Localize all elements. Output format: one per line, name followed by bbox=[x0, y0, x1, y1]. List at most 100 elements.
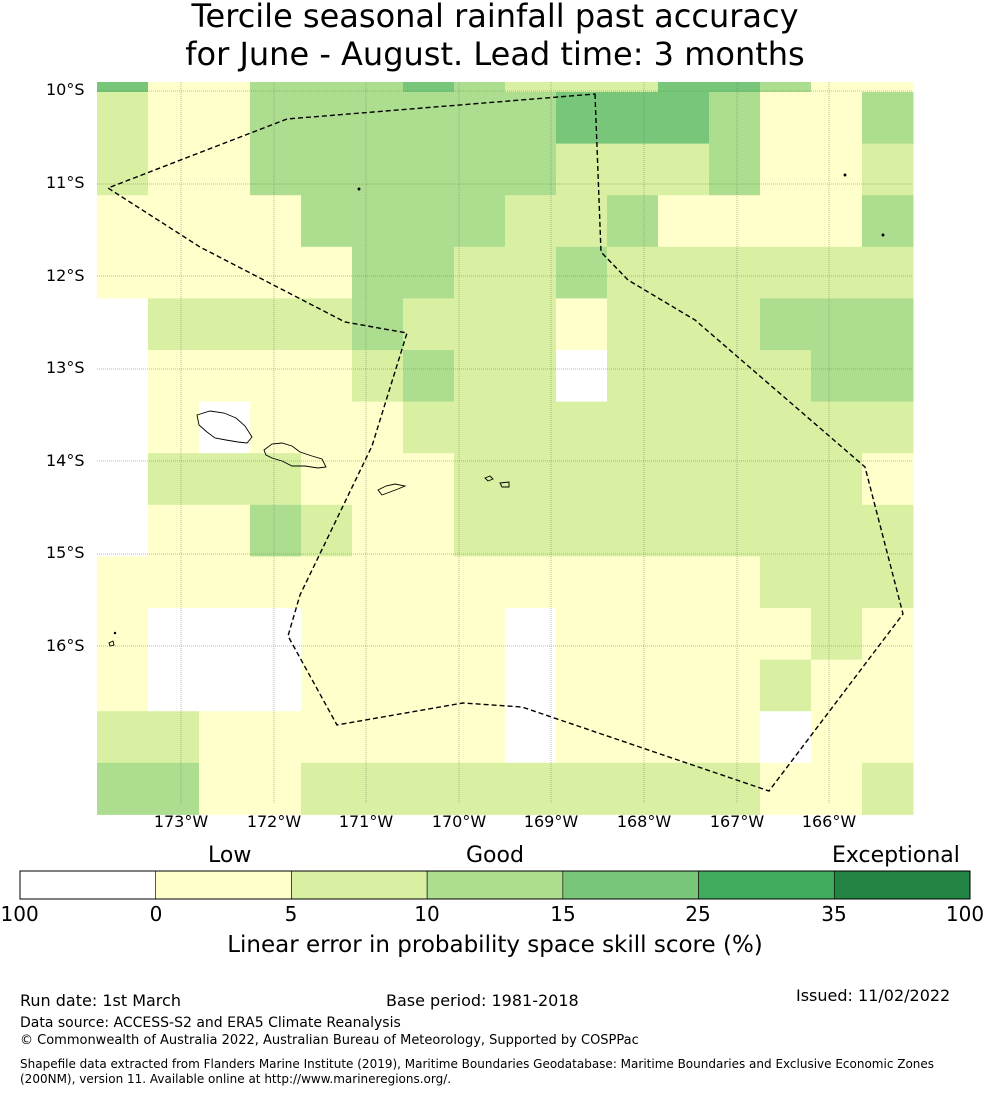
manua-island-2 bbox=[499, 481, 510, 488]
colorbar-bin bbox=[426, 870, 564, 900]
colorbar-bin bbox=[698, 870, 835, 900]
skill-cell bbox=[556, 453, 608, 506]
skill-cell bbox=[301, 350, 353, 403]
skill-cell bbox=[658, 82, 710, 92]
skill-cell bbox=[454, 195, 506, 248]
skill-cell bbox=[556, 82, 608, 92]
skill-cell bbox=[301, 659, 353, 712]
skill-cell bbox=[556, 556, 608, 609]
lat-label: 11°S bbox=[46, 173, 85, 192]
skill-cell bbox=[811, 659, 863, 712]
skill-cell bbox=[301, 453, 353, 506]
skill-cell bbox=[454, 711, 506, 764]
skill-cell bbox=[760, 92, 812, 145]
skill-cell bbox=[250, 608, 302, 661]
skill-cell bbox=[505, 298, 557, 351]
skill-cell bbox=[352, 298, 404, 351]
skill-cell bbox=[148, 350, 200, 403]
skill-cell bbox=[811, 143, 863, 196]
skill-cell bbox=[97, 453, 149, 506]
skill-cell bbox=[607, 401, 659, 454]
skill-cell bbox=[250, 659, 302, 712]
skill-cell bbox=[556, 298, 608, 351]
skill-cell bbox=[403, 453, 455, 506]
colorbar-tick-label: 100 bbox=[945, 902, 985, 926]
skill-cell bbox=[301, 195, 353, 248]
skill-cell bbox=[97, 711, 149, 764]
skill-cell bbox=[607, 298, 659, 351]
skill-cell bbox=[658, 350, 710, 403]
skill-cell bbox=[811, 195, 863, 248]
skill-cell bbox=[658, 711, 710, 764]
skill-cell bbox=[505, 711, 557, 764]
lat-label: 16°S bbox=[46, 636, 85, 655]
skill-cell bbox=[658, 246, 710, 299]
colorbar-tick-label: 15 bbox=[550, 902, 576, 926]
skill-cell bbox=[760, 608, 812, 661]
skill-cell bbox=[97, 556, 149, 609]
skill-cell bbox=[301, 762, 353, 815]
skill-cell bbox=[352, 143, 404, 196]
skill-cell bbox=[658, 195, 710, 248]
skill-cell bbox=[760, 711, 812, 764]
skill-cell bbox=[556, 711, 608, 764]
skill-cell bbox=[148, 711, 200, 764]
colorbar-category-good: Good bbox=[466, 843, 524, 868]
skill-cell bbox=[454, 453, 506, 506]
skill-cell bbox=[709, 143, 761, 196]
lon-label: 167°W bbox=[709, 812, 765, 831]
colorbar-tick-label: -100 bbox=[0, 902, 39, 926]
skill-cell bbox=[454, 298, 506, 351]
skill-cell bbox=[199, 195, 251, 248]
skill-cell bbox=[454, 762, 506, 815]
skill-cell bbox=[658, 608, 710, 661]
colorbar-bin bbox=[833, 870, 971, 900]
skill-cell bbox=[505, 762, 557, 815]
map-title-line-2: for June - August. Lead time: 3 months bbox=[185, 35, 805, 73]
skill-cell bbox=[199, 246, 251, 299]
skill-cell bbox=[556, 401, 608, 454]
skill-cell bbox=[658, 453, 710, 506]
skill-cell bbox=[811, 92, 863, 145]
map-title-line-1: Tercile seasonal rainfall past accuracy bbox=[191, 0, 799, 35]
skill-cell bbox=[607, 608, 659, 661]
skill-cell bbox=[760, 143, 812, 196]
skill-cell bbox=[505, 401, 557, 454]
lat-label: 13°S bbox=[46, 358, 85, 377]
skill-cell bbox=[199, 711, 251, 764]
eez-boundary bbox=[106, 93, 904, 792]
skill-cell bbox=[505, 246, 557, 299]
skill-cell bbox=[811, 608, 863, 661]
skill-cell bbox=[352, 350, 404, 403]
skill-cell bbox=[352, 608, 404, 661]
skill-cell bbox=[811, 453, 863, 506]
skill-cell bbox=[352, 711, 404, 764]
skill-cell bbox=[709, 195, 761, 248]
skill-cell bbox=[607, 504, 659, 557]
shapefile-note: Shapefile data extracted from Flanders M… bbox=[20, 1057, 935, 1086]
skill-cell bbox=[505, 659, 557, 712]
skill-cell bbox=[199, 762, 251, 815]
skill-cell bbox=[760, 659, 812, 712]
skill-cell bbox=[556, 762, 608, 815]
atoll-dot bbox=[357, 187, 361, 191]
colorbar bbox=[19, 870, 971, 900]
skill-cell bbox=[862, 762, 914, 815]
skill-cell bbox=[148, 92, 200, 145]
skill-cell bbox=[760, 453, 812, 506]
skill-cell bbox=[301, 82, 353, 92]
lat-label: 12°S bbox=[46, 266, 85, 285]
skill-cell bbox=[97, 92, 149, 145]
skill-cell bbox=[250, 246, 302, 299]
skill-cell bbox=[403, 659, 455, 712]
skill-cell bbox=[760, 556, 812, 609]
colorbar-category-low: Low bbox=[208, 843, 252, 868]
lat-label: 15°S bbox=[46, 543, 85, 562]
skill-cell bbox=[505, 504, 557, 557]
skill-cell bbox=[658, 504, 710, 557]
skill-cell bbox=[862, 659, 914, 712]
upolu-island bbox=[263, 442, 327, 469]
skill-cell bbox=[199, 504, 251, 557]
skill-cell bbox=[556, 350, 608, 403]
